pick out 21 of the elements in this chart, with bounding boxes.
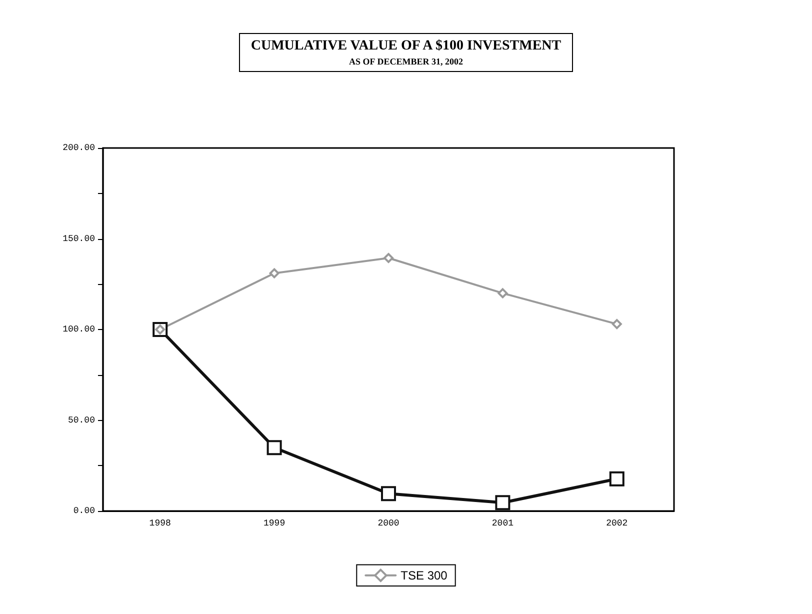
chart-subtitle: AS OF DECEMBER 31, 2002 <box>349 56 464 66</box>
y-tick-label: 50.00 <box>68 415 95 426</box>
y-tick-label: 100.00 <box>62 324 95 334</box>
point <box>381 486 396 502</box>
point <box>498 288 508 298</box>
point <box>612 319 622 330</box>
y-tick-label: 0.00 <box>73 506 95 516</box>
chart-title: CUMULATIVE VALUE OF A $100 INVESTMENT <box>250 38 562 54</box>
point <box>609 471 624 486</box>
point <box>495 495 510 510</box>
x-tick-label: 2002 <box>606 518 628 528</box>
x-tick-label: 2000 <box>378 518 400 528</box>
point <box>266 440 282 456</box>
point <box>384 252 394 263</box>
x-tick-label: 1999 <box>263 518 286 528</box>
y-tick-label: 150.00 <box>62 234 95 244</box>
point <box>269 268 280 278</box>
x-tick-label: 1998 <box>149 518 171 528</box>
x-tick-label: 2001 <box>492 518 514 528</box>
y-tick-label: 200.00 <box>62 143 95 153</box>
legend-label: TSE 300 <box>400 568 448 582</box>
